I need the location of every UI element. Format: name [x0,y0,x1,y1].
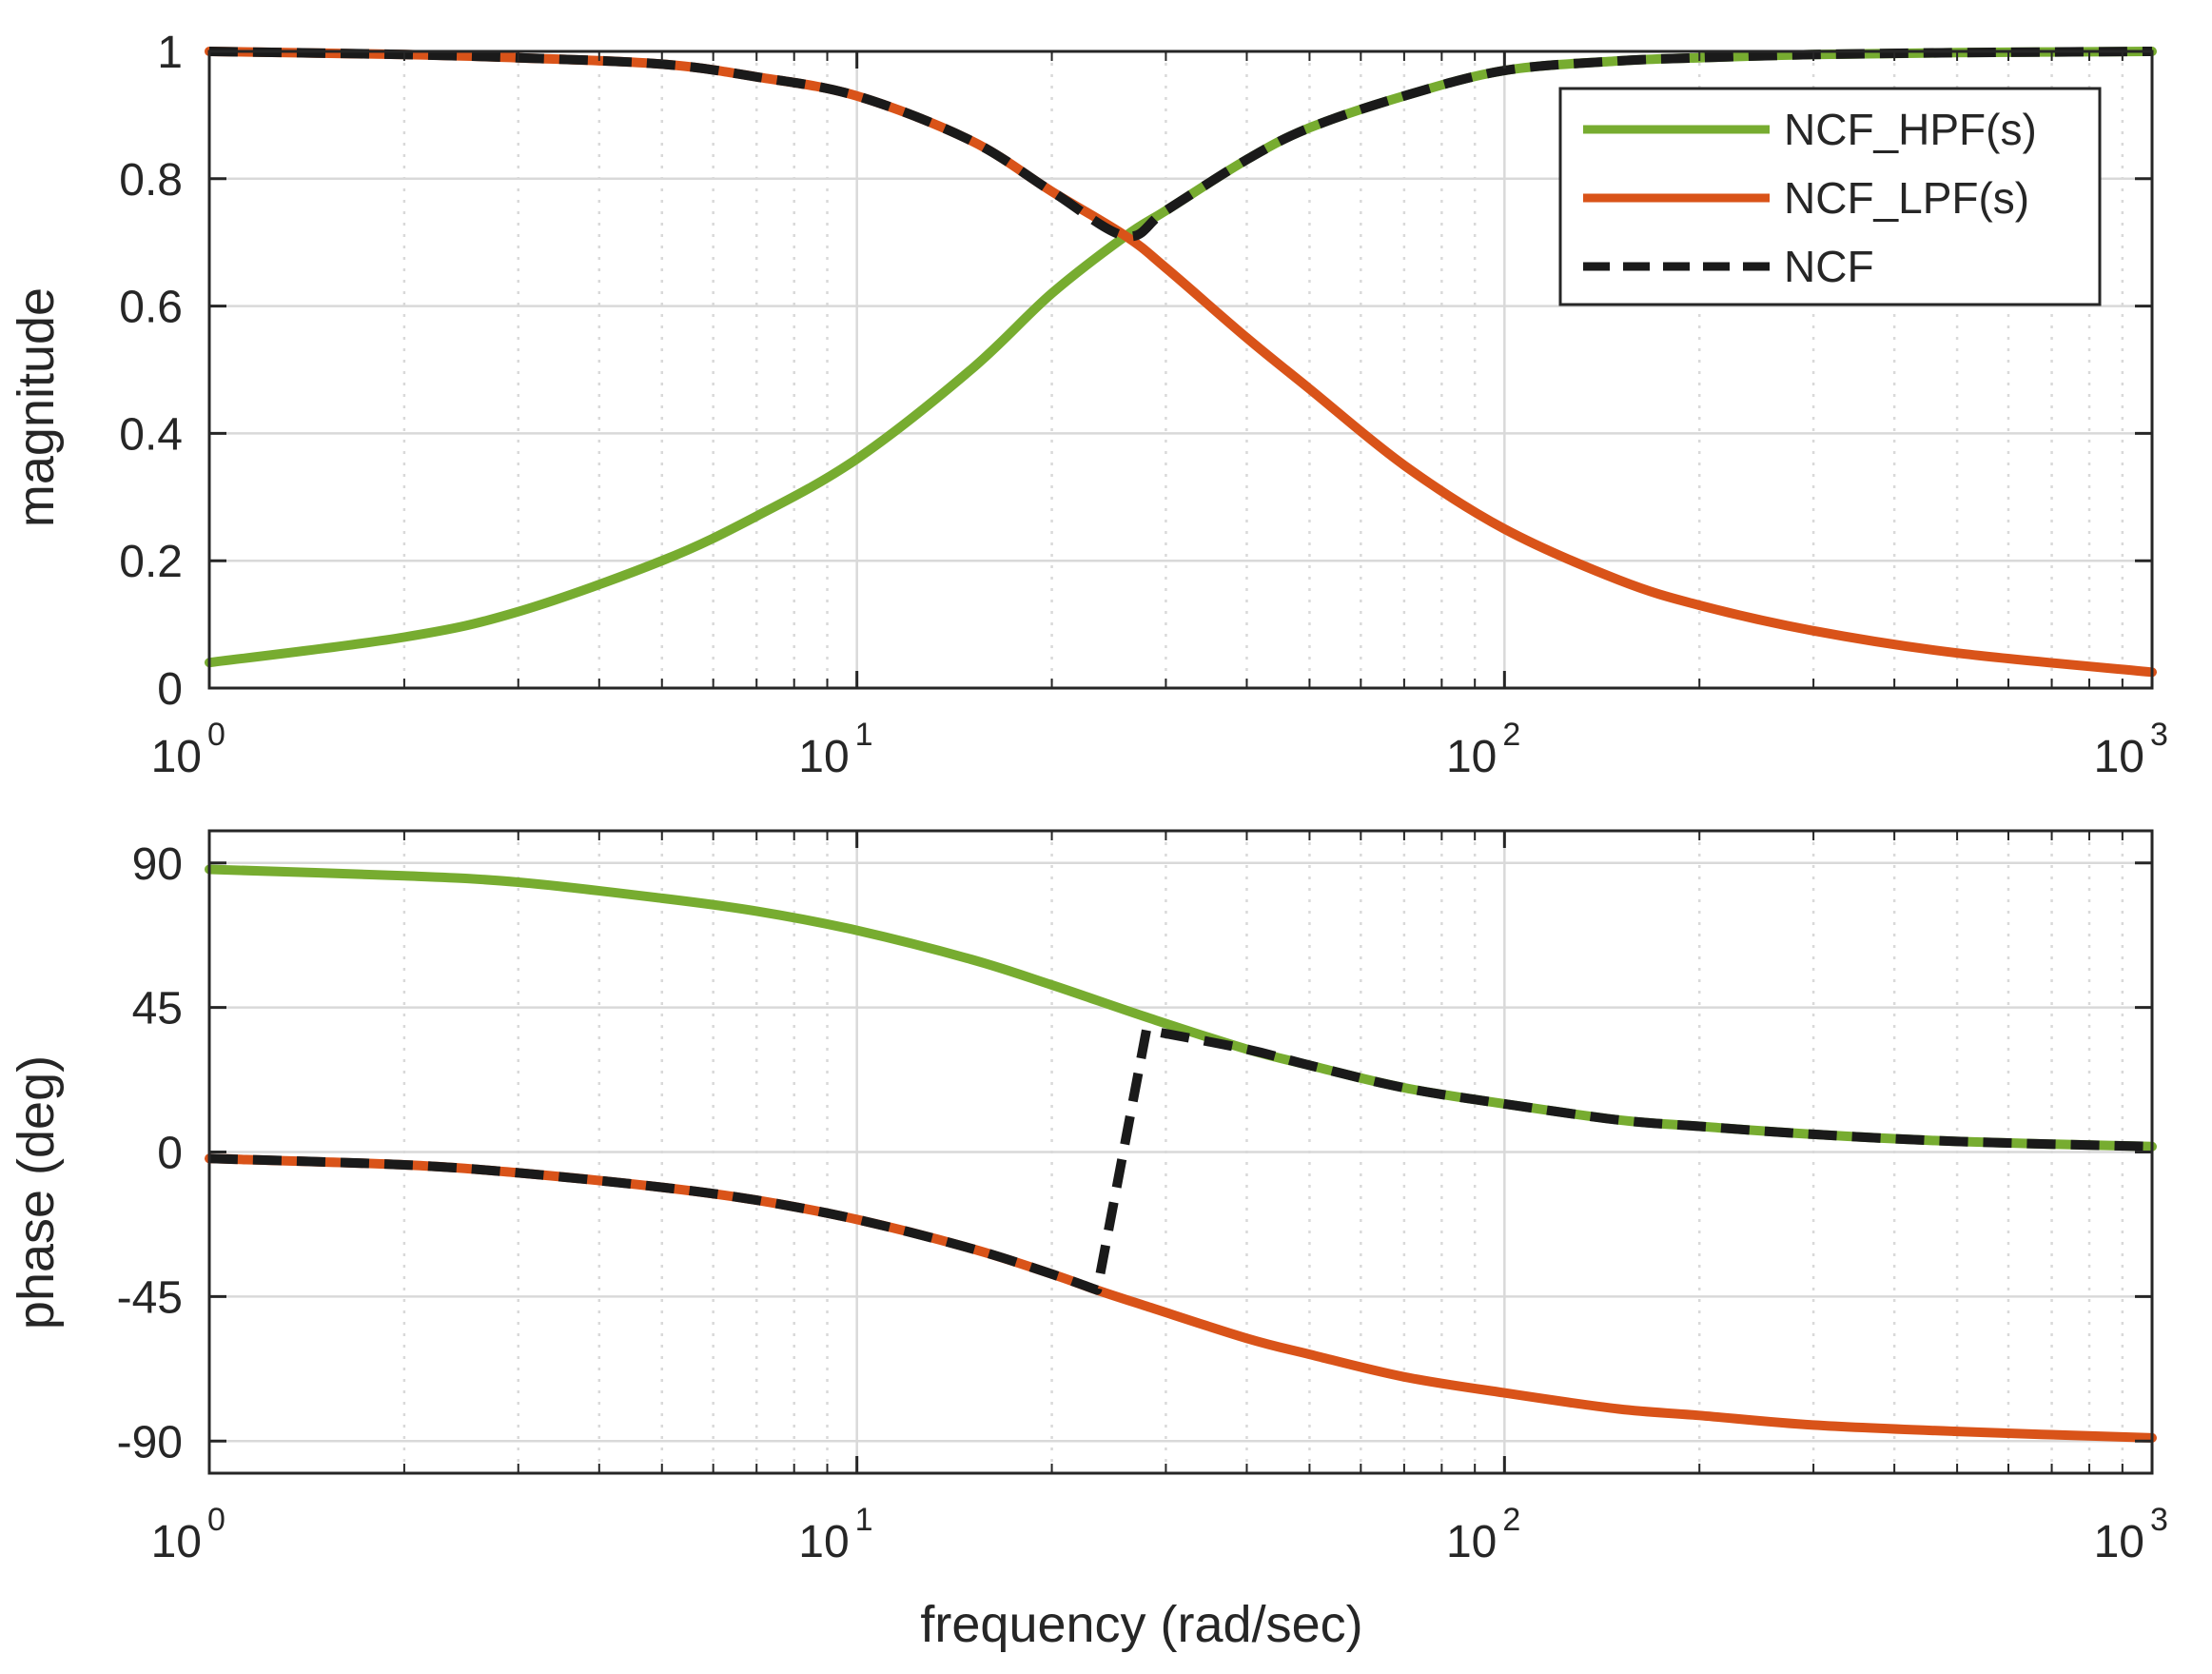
x-tick-label: 10 [1446,1517,1497,1567]
y-tick-label: -45 [117,1272,183,1323]
y-tick-label: 90 [132,839,183,890]
x-tick-exponent: 3 [2150,1502,2168,1538]
y-tick-label: 0.8 [119,155,183,206]
y-tick-label: 0.4 [119,409,183,460]
x-tick-label: 10 [2094,732,2144,782]
x-tick-exponent: 2 [1502,717,1520,753]
phase-series [205,864,2157,1443]
phase-xlabel: frequency (rad/sec) [920,1596,1362,1653]
legend-label-lpf: NCF_LPF(s) [1784,173,2029,223]
y-tick-label: 45 [132,984,183,1034]
legend: NCF_HPF(s) NCF_LPF(s) NCF [1558,87,2102,306]
x-tick-exponent: 1 [855,1502,873,1538]
x-tick-label: 10 [151,732,202,782]
x-tick-exponent: 1 [855,717,873,753]
x-tick-label: 10 [1446,732,1497,782]
x-tick-label: 10 [2094,1517,2144,1567]
x-tick-label: 10 [798,1517,849,1567]
y-tick-label: -90 [117,1417,183,1467]
series-hpf-line [205,864,2157,1152]
x-tick-exponent: 3 [2150,717,2168,753]
series-ncf-line [208,47,2153,242]
x-tick-label: 10 [798,732,849,782]
x-tick-exponent: 2 [1502,1502,1520,1538]
magnitude-axes-frame [207,49,2154,690]
y-tick-label: 0 [157,1129,183,1179]
legend-label-hpf: NCF_HPF(s) [1784,105,2037,154]
magnitude-plot: 10 0 10 1 10 2 10 300.20.40.60.81 magnitude [8,28,2168,782]
magnitude-ticks: 10 0 10 1 10 2 10 300.20.40.60.81 [119,28,2168,782]
x-tick-exponent: 0 [207,717,225,753]
phase-grid [209,831,2152,1473]
y-tick-label: 0.6 [119,283,183,333]
x-tick-label: 10 [151,1517,202,1567]
y-tick-label: 0 [157,664,183,715]
phase-ylabel: phase (deg) [8,1055,65,1329]
legend-label-ncf: NCF [1784,242,1874,291]
y-tick-label: 0.2 [119,537,183,587]
magnitude-ylabel: magnitude [8,287,65,527]
y-tick-label: 1 [157,28,183,78]
x-tick-exponent: 0 [207,1502,225,1538]
magnitude-series [205,47,2157,678]
